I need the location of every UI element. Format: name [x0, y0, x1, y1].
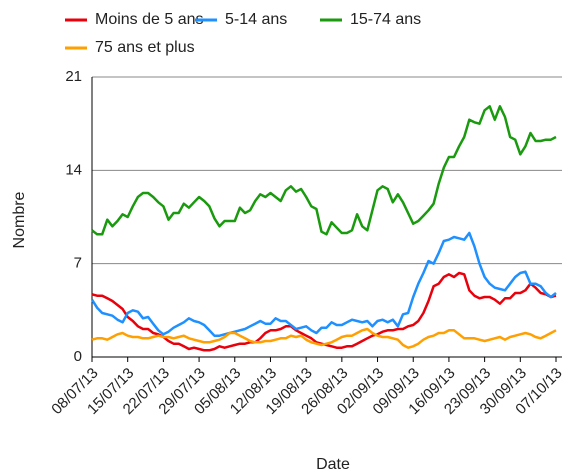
legend-label: 75 ans et plus [95, 39, 195, 56]
y-tick-label: 14 [65, 161, 82, 178]
x-axis-title: Date [316, 456, 350, 473]
series-line [91, 271, 557, 352]
y-tick-label: 7 [74, 255, 82, 272]
y-axis-title: Nombre [11, 191, 28, 248]
series-line [91, 105, 557, 236]
legend-label: 5-14 ans [225, 11, 287, 28]
legend-label: 15-74 ans [350, 11, 421, 28]
y-tick-label: 21 [65, 68, 82, 85]
y-tick-label: 0 [74, 348, 82, 365]
series-line [91, 327, 557, 349]
series-line [90, 231, 557, 337]
legend-label: Moins de 5 ans [95, 11, 204, 28]
